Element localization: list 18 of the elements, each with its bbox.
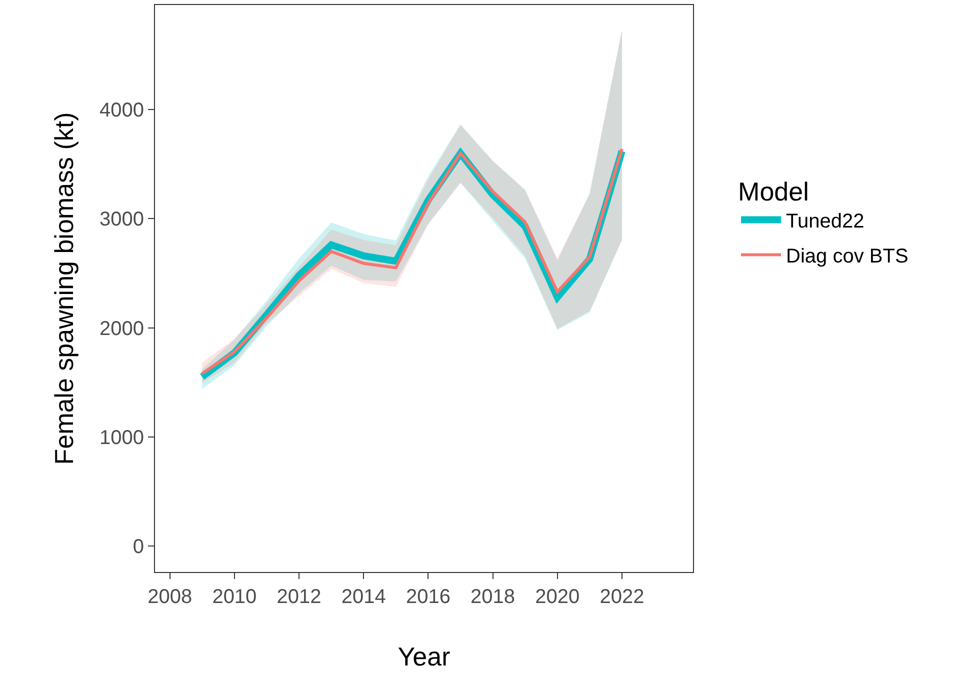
x-tick-label: 2010 xyxy=(212,586,257,608)
y-tick-label: 2000 xyxy=(100,318,144,340)
x-tick-label: 2014 xyxy=(341,586,386,608)
legend-label: Diag cov BTS xyxy=(786,246,908,268)
legend-label: Tuned22 xyxy=(786,210,864,233)
x-tick-label: 2022 xyxy=(600,586,644,608)
x-tick-label: 2018 xyxy=(470,586,516,608)
y-tick-label: 3000 xyxy=(100,208,144,231)
y-tick-label: 0 xyxy=(132,536,144,558)
x-tick-label: 2008 xyxy=(148,586,192,608)
x-tick-label: 2012 xyxy=(276,586,322,608)
y-axis-title: Female spawning biomass (kt) xyxy=(48,112,79,465)
x-tick-label: 2016 xyxy=(406,586,450,608)
y-tick-label: 1000 xyxy=(100,426,144,449)
y-tick-label: 4000 xyxy=(100,100,144,122)
x-axis-title: Year xyxy=(398,642,451,672)
legend-title: Model xyxy=(738,176,809,206)
x-tick-label: 2020 xyxy=(535,586,580,608)
